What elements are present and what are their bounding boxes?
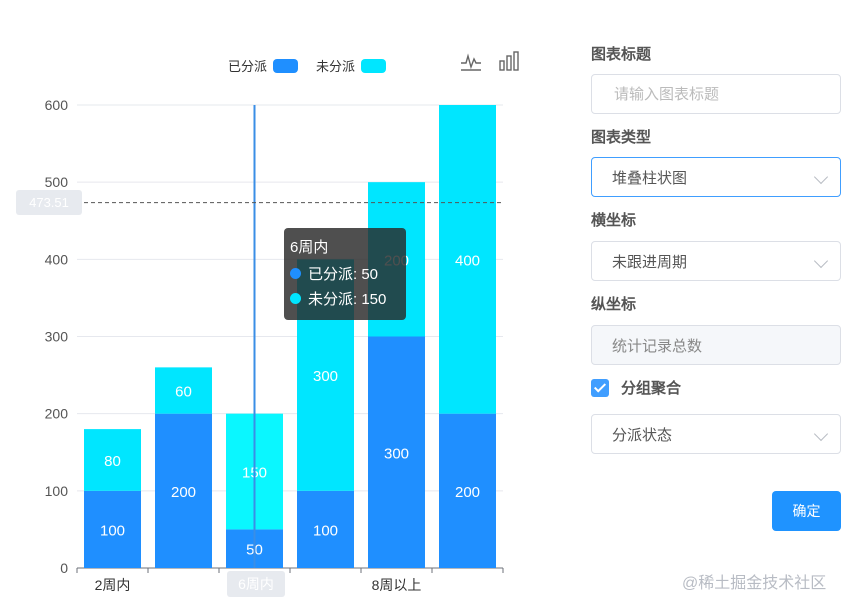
chart-type-select[interactable]: 堆叠柱状图 xyxy=(591,157,841,197)
bar-data-label: 80 xyxy=(104,453,121,470)
chart-type-value: 堆叠柱状图 xyxy=(612,169,688,187)
tooltip-row: 未分派: 150 xyxy=(290,288,400,309)
group-aggregate-checkbox-row[interactable]: 分组聚合 xyxy=(591,377,681,398)
y-axis-label: 纵坐标 xyxy=(591,296,637,313)
chevron-down-icon xyxy=(813,253,829,269)
bar-segment xyxy=(84,490,141,568)
line-chart-icon[interactable] xyxy=(460,50,482,72)
chevron-down-icon xyxy=(813,169,829,185)
bar-data-label: 400 xyxy=(455,252,480,269)
tooltip-row-label: 已分派: 50 xyxy=(308,266,379,283)
y-axis-pointer-label: 473.51 xyxy=(16,190,82,215)
x-axis-select[interactable]: 未跟进周期 xyxy=(591,241,841,281)
y-tick-label: 300 xyxy=(45,329,69,345)
bar-segment xyxy=(368,336,425,568)
bar-data-label: 300 xyxy=(313,368,338,385)
x-tick-label: 8周以上 xyxy=(372,577,422,593)
watermark: @稀土掘金技术社区 xyxy=(682,575,827,592)
tooltip-row-label: 未分派: 150 xyxy=(308,291,387,308)
bar-chart-icon[interactable] xyxy=(498,50,520,72)
chart-tooltip: 6周内 已分派: 50 未分派: 150 xyxy=(284,228,406,320)
bar-data-label: 300 xyxy=(384,445,409,462)
legend-swatch-assigned xyxy=(273,58,299,73)
x-axis-pointer-label: 6周内 xyxy=(227,571,285,597)
legend-label-assigned: 已分派 xyxy=(228,59,268,74)
legend-item-unassigned[interactable]: 未分派 xyxy=(316,56,387,75)
chart-toolbox xyxy=(460,50,536,72)
x-axis-label: 横坐标 xyxy=(591,212,637,229)
bar-segment xyxy=(155,367,212,414)
group-by-select[interactable]: 分派状态 xyxy=(591,414,841,454)
bar-segment xyxy=(439,413,496,568)
chart-title-label: 图表标题 xyxy=(591,46,652,63)
bar-data-label: 100 xyxy=(313,522,338,539)
legend-label-unassigned: 未分派 xyxy=(316,59,356,74)
chart-title-field[interactable] xyxy=(591,74,841,114)
bar-data-label: 60 xyxy=(175,384,192,401)
group-by-value: 分派状态 xyxy=(612,426,673,444)
y-tick-label: 200 xyxy=(45,406,69,422)
chart-type-label: 图表类型 xyxy=(591,129,652,146)
group-aggregate-label: 分组聚合 xyxy=(621,380,682,397)
confirm-button[interactable]: 确定 xyxy=(772,491,841,531)
chart-area: 0 100 200 300 400 500 600 100 80 2周内 200 60 50 150 100… xyxy=(16,50,536,597)
bar-segment xyxy=(155,413,212,568)
tooltip-row: 已分派: 50 xyxy=(290,263,400,284)
y-tick-label: 400 xyxy=(45,251,69,267)
stacked-bar-chart: 0100200300400500600100802周内2006050150100… xyxy=(45,97,504,593)
tooltip-dot-assigned xyxy=(290,268,301,279)
bar-segment xyxy=(297,490,354,568)
x-axis-value: 未跟进周期 xyxy=(612,253,688,271)
legend-swatch-unassigned xyxy=(361,58,387,73)
group-aggregate-checkbox[interactable] xyxy=(591,378,609,397)
bar-data-label: 100 xyxy=(100,522,125,539)
y-tick-label: 500 xyxy=(45,174,69,190)
tooltip-dot-unassigned xyxy=(290,293,301,304)
bar-segment xyxy=(84,429,141,491)
y-axis-field: 统计记录总数 xyxy=(591,325,841,365)
x-tick-label: 2周内 xyxy=(95,577,131,593)
chart-legend: 已分派 未分派 xyxy=(228,56,404,75)
y-axis-value: 统计记录总数 xyxy=(612,337,703,355)
bar-data-label: 200 xyxy=(455,484,480,501)
tooltip-title: 6周内 xyxy=(290,239,329,256)
y-tick-label: 100 xyxy=(45,483,69,499)
y-tick-label: 600 xyxy=(45,97,69,113)
bar-data-label: 200 xyxy=(171,484,196,501)
chart-title-input[interactable] xyxy=(612,84,840,104)
bar-segment xyxy=(439,105,496,414)
chevron-down-icon xyxy=(813,426,829,442)
legend-item-assigned[interactable]: 已分派 xyxy=(228,56,299,75)
y-tick-label: 0 xyxy=(60,560,68,576)
